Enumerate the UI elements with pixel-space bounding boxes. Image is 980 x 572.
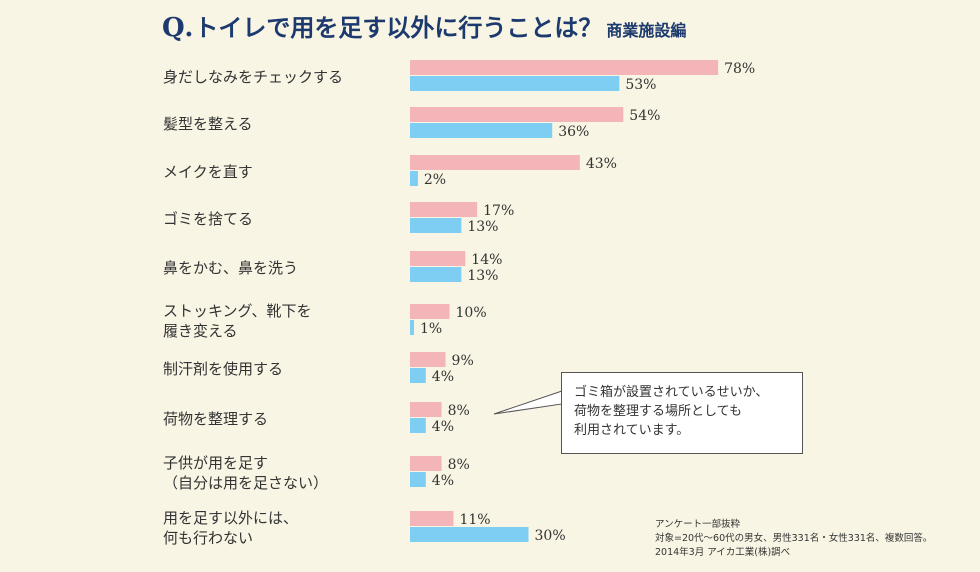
data-label: 8%	[448, 403, 470, 419]
category-label: 用を足す以外には、	[163, 509, 298, 527]
bar	[410, 60, 719, 75]
bar	[410, 155, 580, 170]
callout-line: ゴミ箱が設置されているせいか、	[574, 385, 769, 400]
data-label: 54%	[629, 108, 660, 124]
bar	[410, 320, 414, 335]
data-label: 4%	[432, 419, 454, 435]
bar	[410, 304, 450, 319]
data-label: 43%	[586, 156, 617, 172]
bar	[410, 251, 466, 266]
bar	[410, 511, 454, 526]
category-label: ゴミを捨てる	[163, 210, 253, 228]
chart-title: Q.トイレで用を足す以外に行うことは？ 商業施設編	[162, 8, 686, 43]
survey-note: アンケート一部抜粋 対象=20代～60代の男女、男性331名・女性331名、複数…	[655, 518, 932, 560]
category-label: 身だしなみをチェックする	[163, 68, 343, 86]
data-label: 1%	[420, 321, 442, 337]
callout-line: 荷物を整理する場所としても	[574, 404, 742, 419]
note-line: 2014年3月 アイカ工業(株)調べ	[655, 547, 791, 558]
data-label: 17%	[483, 203, 514, 219]
data-label: 36%	[558, 124, 589, 140]
title-main: トイレで用を足す以外に行うことは？	[194, 13, 603, 42]
note-line: アンケート一部抜粋	[655, 519, 741, 530]
bar	[410, 107, 624, 122]
data-label: 14%	[471, 252, 502, 268]
bar	[410, 456, 442, 471]
bar	[410, 527, 529, 542]
category-label: メイクを直す	[163, 163, 253, 181]
bar	[410, 402, 442, 417]
title-question-mark: Q.	[162, 13, 195, 43]
bar	[410, 472, 426, 487]
data-label: 4%	[432, 473, 454, 489]
data-label: 9%	[452, 353, 474, 369]
callout-box: ゴミ箱が設置されているせいか、 荷物を整理する場所としても 利用されています。	[561, 372, 803, 454]
data-label: 8%	[448, 457, 470, 473]
bar	[410, 218, 462, 233]
callout-line: 利用されています。	[574, 423, 690, 438]
category-label: 荷物を整理する	[163, 410, 268, 428]
data-label: 53%	[625, 77, 656, 93]
category-label: 鼻をかむ、鼻を洗う	[163, 259, 298, 277]
data-label: 13%	[467, 268, 498, 284]
bar	[410, 368, 426, 383]
bar	[410, 352, 446, 367]
data-label: 13%	[467, 219, 498, 235]
data-label: 2%	[424, 172, 446, 188]
category-label: 子供が用を足す	[163, 454, 268, 472]
category-label: 髪型を整える	[163, 115, 253, 133]
category-label: （自分は用を足さない）	[163, 474, 328, 492]
category-label: 何も行わない	[163, 529, 253, 547]
data-label: 4%	[432, 369, 454, 385]
category-label: ストッキング、靴下を	[163, 302, 312, 320]
note-line: 対象=20代～60代の男女、男性331名・女性331名、複数回答。	[655, 533, 933, 544]
data-label: 10%	[456, 305, 487, 321]
data-label: 30%	[535, 528, 566, 544]
category-label: 履き変える	[163, 322, 238, 340]
data-label: 11%	[459, 512, 490, 528]
category-label: 制汗剤を使用する	[163, 360, 283, 378]
bar	[410, 267, 462, 282]
bar	[410, 418, 426, 433]
bar	[410, 123, 553, 138]
title-subtitle: 商業施設編	[606, 21, 687, 40]
bar	[410, 171, 418, 186]
bar	[410, 202, 478, 217]
data-label: 78%	[724, 61, 755, 77]
bar	[410, 76, 620, 91]
